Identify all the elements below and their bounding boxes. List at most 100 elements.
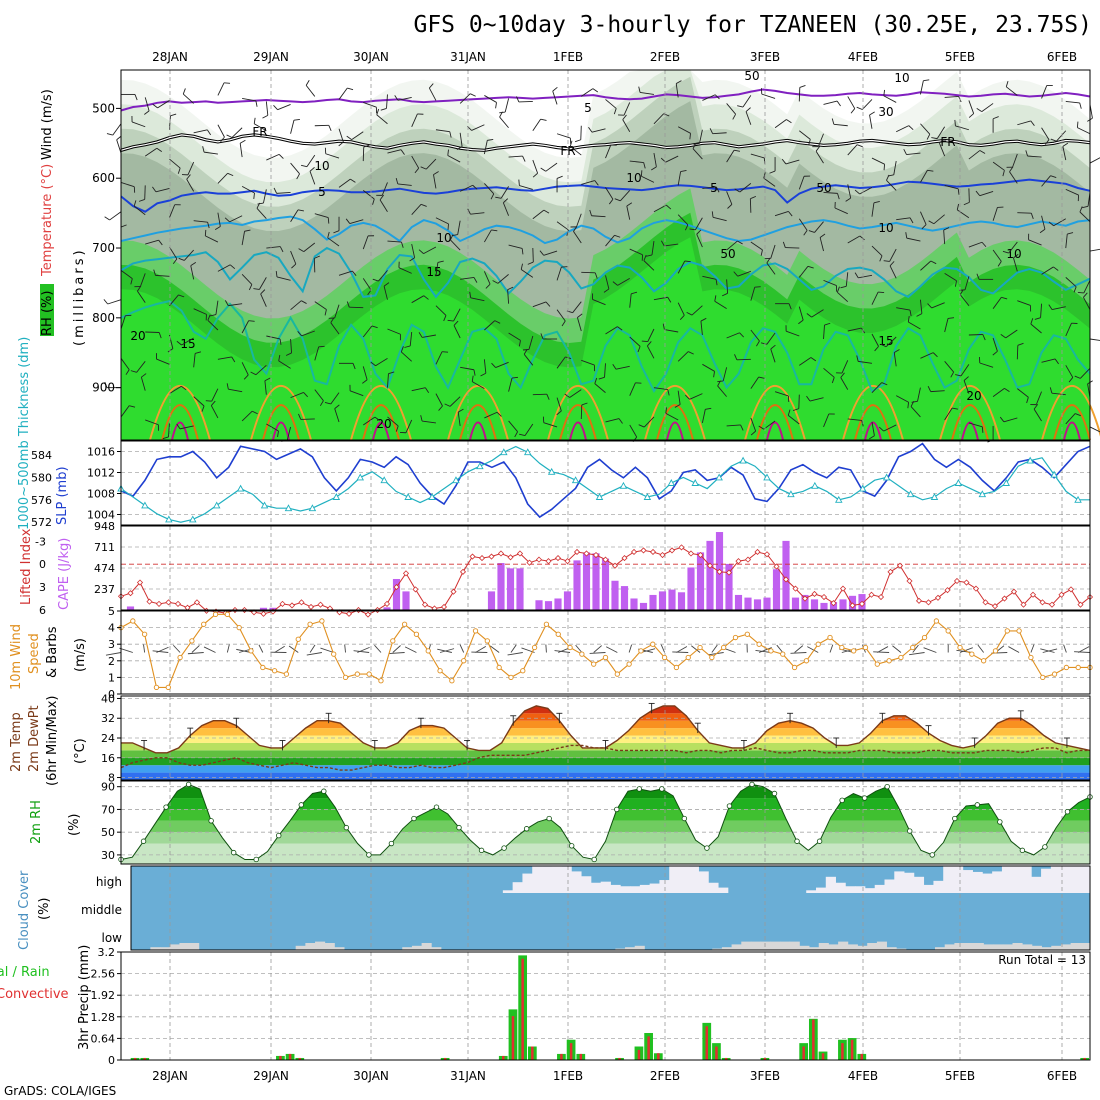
wind-barb (508, 244, 523, 249)
wind-barb-flag (1079, 102, 1082, 109)
surface-barb-27 (439, 648, 455, 653)
wind-barb-flag (647, 341, 652, 347)
cape-bar-39 (487, 591, 496, 610)
wind-barb (726, 191, 733, 205)
wind-barb (375, 357, 388, 367)
precip-conv-bar-53 (637, 1049, 641, 1060)
thickness-point-78 (1050, 470, 1058, 478)
cloud-low-bar-62 (731, 944, 742, 950)
surface-barb-67 (912, 644, 919, 653)
cape-label: CAPE (J/kg) (57, 538, 72, 610)
precip-conv-bar-33 (443, 1057, 447, 1060)
wind-unit-label: (m/s) (73, 638, 88, 672)
wind-barb (702, 94, 716, 101)
isotherm-15 (120, 246, 1091, 299)
thickness-tick-label-3: 584 (31, 449, 52, 462)
wind-barb (120, 315, 126, 330)
cloud-low-bar-61 (721, 947, 732, 950)
wind-barb (629, 160, 644, 163)
wind-barb-flag (260, 289, 266, 295)
wind-barb (120, 358, 130, 370)
surface-barb-42 (605, 646, 618, 653)
temp-labels: 2m Temp 2m DewPt (6hr Min/Max) (°C) (9, 696, 88, 786)
wind-barb (435, 393, 443, 407)
wind-barb (210, 405, 219, 419)
wind-barb (869, 114, 873, 129)
temp-tick-label-0: 8 (108, 772, 115, 785)
wind-barb (1033, 408, 1042, 422)
slp-tick-label-0: 1004 (87, 509, 115, 522)
wind-barb (182, 93, 194, 104)
wind-barb (847, 235, 861, 244)
wind-barb-flag (305, 80, 310, 86)
cape-bar-28 (383, 607, 391, 610)
surface-barb-18 (320, 647, 334, 653)
cloud-high-bar-89 (1001, 866, 1013, 893)
lifted-point-64 (725, 569, 733, 576)
wind-barb (605, 235, 615, 247)
surface-barb-38 (554, 650, 571, 653)
lifted-point-65 (735, 558, 742, 565)
surface-barb-1 (119, 647, 133, 653)
warm-core-orange-1 (250, 384, 312, 441)
cloud-high-bar-74 (855, 886, 866, 893)
wind-barb (556, 266, 562, 281)
wind-barb (809, 397, 824, 402)
wind-barb (435, 129, 450, 133)
wind-barb-flag (667, 297, 672, 303)
cape-bar-68 (763, 597, 771, 610)
warm-core-orange-2 (350, 384, 412, 441)
cloud-low-bar-28 (402, 947, 413, 950)
thickness-point-54 (763, 473, 771, 481)
warm-core-magenta-9 (1063, 421, 1081, 441)
wind-barb (677, 171, 682, 186)
wind-barb (871, 157, 885, 165)
wind-barb (411, 295, 425, 304)
wind-barb (581, 359, 595, 366)
cloud-low-bar-31 (431, 947, 442, 950)
wind-barb (1065, 365, 1074, 378)
wind-barb-flag (907, 316, 910, 323)
wind-barb (1065, 413, 1076, 425)
wind-point-25 (413, 631, 420, 637)
lifted-point-8 (193, 599, 201, 606)
cape-bar-76 (839, 599, 847, 610)
wind-barb-flag (190, 261, 197, 267)
thickness-point-62 (858, 484, 867, 492)
wind-point-2 (141, 631, 148, 637)
wind-barb (712, 132, 727, 135)
wind-barb (1008, 241, 1018, 254)
lifted-point-59 (678, 544, 685, 551)
cloud-low-bar-95 (1051, 945, 1062, 950)
surface-barb-78 (1042, 648, 1058, 653)
wind-barb (576, 317, 582, 332)
wind-barb-flag (473, 369, 476, 376)
wind-barb (362, 366, 368, 380)
cloud-low-bar-29 (411, 945, 423, 950)
warm-core-orange-8 (939, 384, 1001, 441)
lifted-point-36 (459, 568, 467, 575)
wind-barb-flag (522, 349, 530, 351)
wind-barb-flag (257, 202, 264, 205)
wind-barb (286, 426, 292, 441)
lifted-point-67 (754, 548, 761, 556)
cloud-low-bar-96 (1060, 944, 1072, 950)
cape-bar-72 (801, 594, 809, 610)
lifted-point-29 (393, 584, 400, 591)
wind-point-35 (531, 644, 538, 651)
wind-barb (502, 202, 510, 216)
cloud-high-bar-86 (972, 871, 983, 893)
rh-point-16 (298, 802, 304, 808)
wind-barb (497, 274, 509, 284)
wind-barb-flag (388, 371, 395, 375)
rh-point-2 (140, 838, 147, 844)
wind-barb-flag (956, 203, 960, 210)
wind-barb (290, 300, 302, 311)
wind-barb (1079, 211, 1091, 223)
precip-conv-bar-18 (298, 1057, 302, 1060)
wind-barb (677, 260, 686, 274)
warm-core-magenta-3 (469, 421, 487, 441)
wind-barb-flag (951, 407, 959, 410)
precip-conv-bar-51 (618, 1057, 621, 1060)
wind-barb-flag (297, 330, 302, 337)
